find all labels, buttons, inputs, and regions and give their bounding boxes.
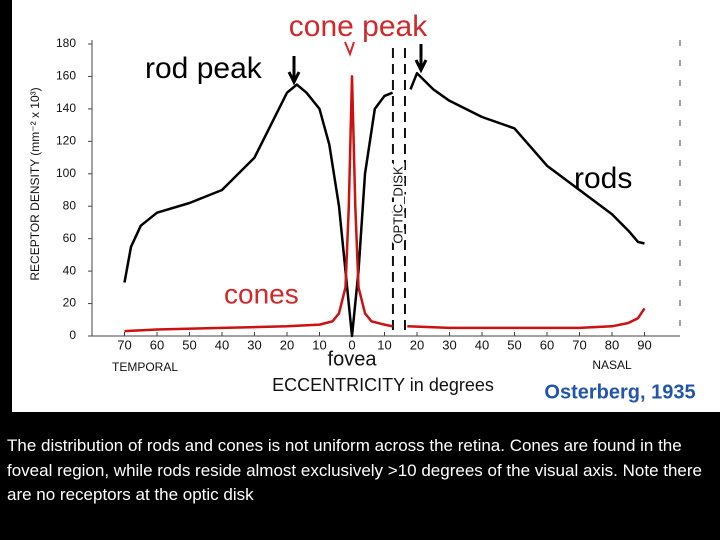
x-tick-label: 60	[540, 337, 554, 352]
x-tick-label: 50	[182, 337, 196, 352]
x-tick-label: 40	[215, 337, 229, 352]
x-tick-label: 70	[117, 337, 131, 352]
x-tick-label: 30	[442, 337, 456, 352]
y-tick-label: 40	[63, 263, 77, 277]
y-tick-label: 0	[69, 328, 76, 342]
caption: The distribution of rods and cones is no…	[7, 436, 702, 504]
series-line	[123, 71, 645, 338]
rod-peak-arrow	[414, 44, 428, 74]
x-tick-label: 10	[377, 337, 391, 352]
temporal-label: TEMPORAL	[112, 360, 178, 374]
x-tick-label: 30	[247, 337, 261, 352]
y-tick-label: 120	[56, 134, 76, 148]
x-tick-label: 80	[605, 337, 619, 352]
x-tick-label: 50	[507, 337, 521, 352]
series-line	[124, 75, 646, 333]
y-tick-label: 180	[56, 36, 76, 50]
chart: cone peak rod peak rods cones RECEPTOR D…	[12, 0, 720, 412]
fovea-label: fovea	[328, 348, 378, 370]
x-tick-label: 70	[572, 337, 586, 352]
y-tick-label: 60	[63, 231, 77, 245]
rods-label: rods	[574, 162, 632, 195]
rod-peak-label: rod peak	[145, 52, 263, 85]
y-axis-label: RECEPTOR DENSITY (mm⁻² x 10³)	[28, 87, 42, 280]
cone-peak-label: cone peak	[289, 10, 428, 43]
y-tick-label: 100	[56, 166, 76, 180]
x-tick-label: 20	[410, 337, 424, 352]
x-tick-label: 90	[637, 337, 651, 352]
x-tick-label: 40	[475, 337, 489, 352]
x-tick-label: 20	[280, 337, 294, 352]
x-tick-label: 60	[150, 337, 164, 352]
y-tick-label: 20	[63, 296, 77, 310]
x-tick-label: 0	[348, 337, 355, 352]
x-axis-label: ECCENTRICITY in degrees	[272, 375, 494, 395]
x-tick-label: 10	[312, 337, 326, 352]
nasal-label: NASAL	[592, 358, 632, 372]
y-tick-label: 160	[56, 69, 76, 83]
source-label: Osterberg, 1935	[544, 381, 695, 403]
cone-peak-arrow	[344, 41, 355, 57]
y-tick-label: 80	[63, 198, 77, 212]
rod-peak-arrow	[287, 56, 301, 86]
optic-disk-label: OPTIC_DISK	[390, 166, 405, 244]
cones-label: cones	[224, 278, 299, 309]
y-tick-label: 140	[56, 101, 76, 115]
